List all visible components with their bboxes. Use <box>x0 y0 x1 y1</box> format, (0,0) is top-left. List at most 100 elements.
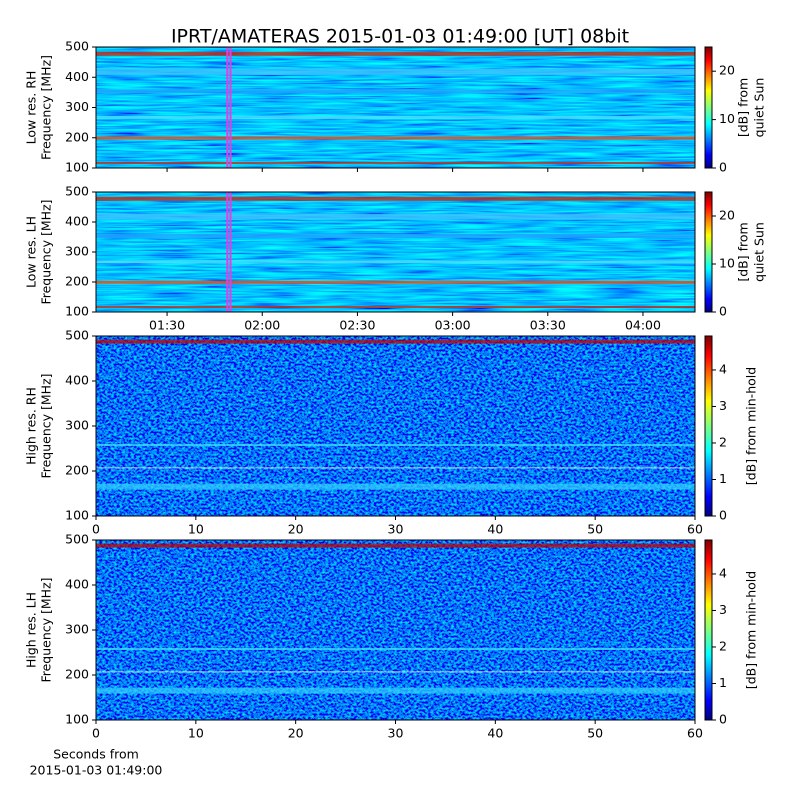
y-axis-label: Frequency [MHz] <box>39 199 54 304</box>
x-axis-label: 2015-01-03 01:49:00 <box>30 763 163 778</box>
spectrogram-band <box>96 483 695 490</box>
colorbar-tick-label: 20 <box>719 63 735 78</box>
spectrogram-band <box>96 161 695 164</box>
spectrogram-band <box>96 306 695 308</box>
x-tick-label: 60 <box>687 522 703 537</box>
y-axis-label: Low res. RH <box>24 71 39 145</box>
colorbar-label: quiet Sun <box>752 222 767 282</box>
y-tick-label: 200 <box>65 129 89 144</box>
y-tick-label: 200 <box>65 463 89 478</box>
x-tick-label: 40 <box>487 726 503 741</box>
colorbar-tick-label: 10 <box>719 256 735 271</box>
colorbar <box>704 335 713 517</box>
y-tick-label: 400 <box>65 214 89 229</box>
colorbar <box>704 46 713 169</box>
spectrogram-band <box>96 213 695 220</box>
x-tick-label: 0 <box>92 726 100 741</box>
y-tick-label: 300 <box>65 418 89 433</box>
x-axis-label: Seconds from <box>53 747 139 762</box>
colorbar-tick-label: 0 <box>719 304 727 319</box>
colorbar-label: quiet Sun <box>752 78 767 138</box>
colorbar-tick-label: 0 <box>719 508 727 523</box>
y-tick-label: 400 <box>65 577 89 592</box>
y-axis-label: Low res. LH <box>24 216 39 288</box>
colorbar-tick-label: 1 <box>719 675 727 690</box>
spectrogram-band <box>96 444 695 446</box>
spectrogram-band <box>96 648 695 650</box>
colorbar-tick-label: 3 <box>719 398 727 413</box>
y-tick-label: 200 <box>65 274 89 289</box>
x-tick-label: 03:00 <box>435 318 471 333</box>
y-tick-label: 500 <box>65 184 89 199</box>
y-tick-label: 500 <box>65 39 89 54</box>
spectrogram-band <box>96 89 695 94</box>
x-tick-label: 04:00 <box>625 318 661 333</box>
x-tick-label: 10 <box>188 726 204 741</box>
spectrogram <box>96 47 695 168</box>
colorbar-tick-label: 0 <box>719 712 727 727</box>
y-tick-label: 400 <box>65 373 89 388</box>
spectrogram-band <box>96 467 695 469</box>
y-axis-label: High res. LH <box>24 592 39 668</box>
colorbar-tick-label: 2 <box>719 638 727 653</box>
y-tick-label: 300 <box>65 622 89 637</box>
colorbar-tick-label: 10 <box>719 111 735 126</box>
y-tick-label: 300 <box>65 99 89 114</box>
colorbar-tick-label: 3 <box>719 602 727 617</box>
spectrogram-band <box>96 115 695 119</box>
y-tick-label: 100 <box>65 304 89 319</box>
y-tick-label: 100 <box>65 508 89 523</box>
spectrogram-band <box>96 136 695 140</box>
x-tick-label: 30 <box>388 522 404 537</box>
x-tick-label: 02:30 <box>339 318 375 333</box>
x-tick-label: 02:00 <box>244 318 280 333</box>
colorbar-label: [dB] from <box>736 222 751 281</box>
colorbar-tick-label: 2 <box>719 434 727 449</box>
colorbar-label: [dB] from min-hold <box>744 367 759 485</box>
x-tick-label: 50 <box>587 726 603 741</box>
spectrogram-band <box>96 260 695 264</box>
x-tick-label: 50 <box>587 522 603 537</box>
colorbar <box>704 539 713 721</box>
spectrogram-band <box>96 671 695 673</box>
spectrogram <box>96 192 695 312</box>
spectrogram-band <box>96 196 695 201</box>
y-tick-label: 500 <box>65 532 89 547</box>
spectrogram-band <box>96 339 695 344</box>
x-tick-label: 0 <box>92 522 100 537</box>
x-tick-label: 10 <box>188 522 204 537</box>
x-tick-label: 40 <box>487 522 503 537</box>
spectrogram-band <box>96 68 695 75</box>
spectrogram-band <box>96 234 695 238</box>
y-tick-label: 400 <box>65 69 89 84</box>
colorbar-tick-label: 4 <box>719 565 727 580</box>
x-tick-label: 20 <box>288 522 304 537</box>
x-tick-label: 20 <box>288 726 304 741</box>
spectrogram-band <box>96 51 695 56</box>
x-tick-label: 03:30 <box>530 318 566 333</box>
spectrogram-band <box>96 543 695 548</box>
colorbar-label: [dB] from min-hold <box>744 571 759 689</box>
spectrogram-band <box>96 687 695 694</box>
y-tick-label: 500 <box>65 328 89 343</box>
y-tick-label: 200 <box>65 667 89 682</box>
y-tick-label: 100 <box>65 712 89 727</box>
spectrogram-band <box>96 280 695 284</box>
y-tick-label: 100 <box>65 160 89 175</box>
x-tick-label: 30 <box>388 726 404 741</box>
colorbar-tick-label: 0 <box>719 160 727 175</box>
x-tick-label: 01:30 <box>149 318 185 333</box>
colorbar-tick-label: 20 <box>719 208 735 223</box>
chart-title: IPRT/AMATERAS 2015-01-03 01:49:00 [UT] 0… <box>171 26 629 48</box>
y-axis-label: Frequency [MHz] <box>39 55 54 160</box>
colorbar-tick-label: 1 <box>719 471 727 486</box>
colorbar <box>704 191 713 313</box>
y-axis-label: Frequency [MHz] <box>39 373 54 478</box>
y-axis-label: High res. RH <box>24 387 39 465</box>
x-tick-label: 60 <box>687 726 703 741</box>
colorbar-tick-label: 4 <box>719 361 727 376</box>
colorbar-label: [dB] from <box>736 78 751 137</box>
y-axis-label: Frequency [MHz] <box>39 577 54 682</box>
y-tick-label: 300 <box>65 244 89 259</box>
